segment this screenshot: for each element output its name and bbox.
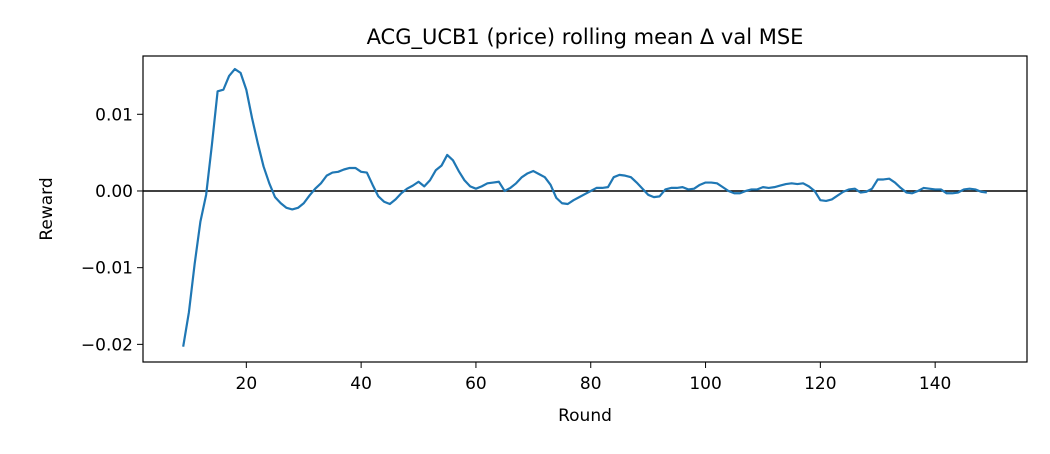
x-tick-label: 40 [350, 374, 372, 394]
y-tick-label: −0.02 [81, 335, 133, 355]
chart-title: ACG_UCB1 (price) rolling mean Δ val MSE [367, 25, 804, 50]
x-tick-label: 120 [804, 374, 836, 394]
x-tick-label: 140 [919, 374, 951, 394]
y-tick-label: 0.00 [95, 182, 133, 202]
y-axis-label: Reward [37, 177, 57, 240]
x-tick-label: 100 [689, 374, 721, 394]
x-tick-label: 80 [580, 374, 602, 394]
y-tick-label: −0.01 [81, 259, 133, 279]
x-axis-label: Round [558, 406, 612, 426]
x-tick-label: 20 [236, 374, 258, 394]
y-tick-label: 0.01 [95, 105, 133, 125]
data-line [182, 67, 987, 347]
x-tick-label: 60 [465, 374, 487, 394]
plot-frame [142, 55, 1028, 363]
